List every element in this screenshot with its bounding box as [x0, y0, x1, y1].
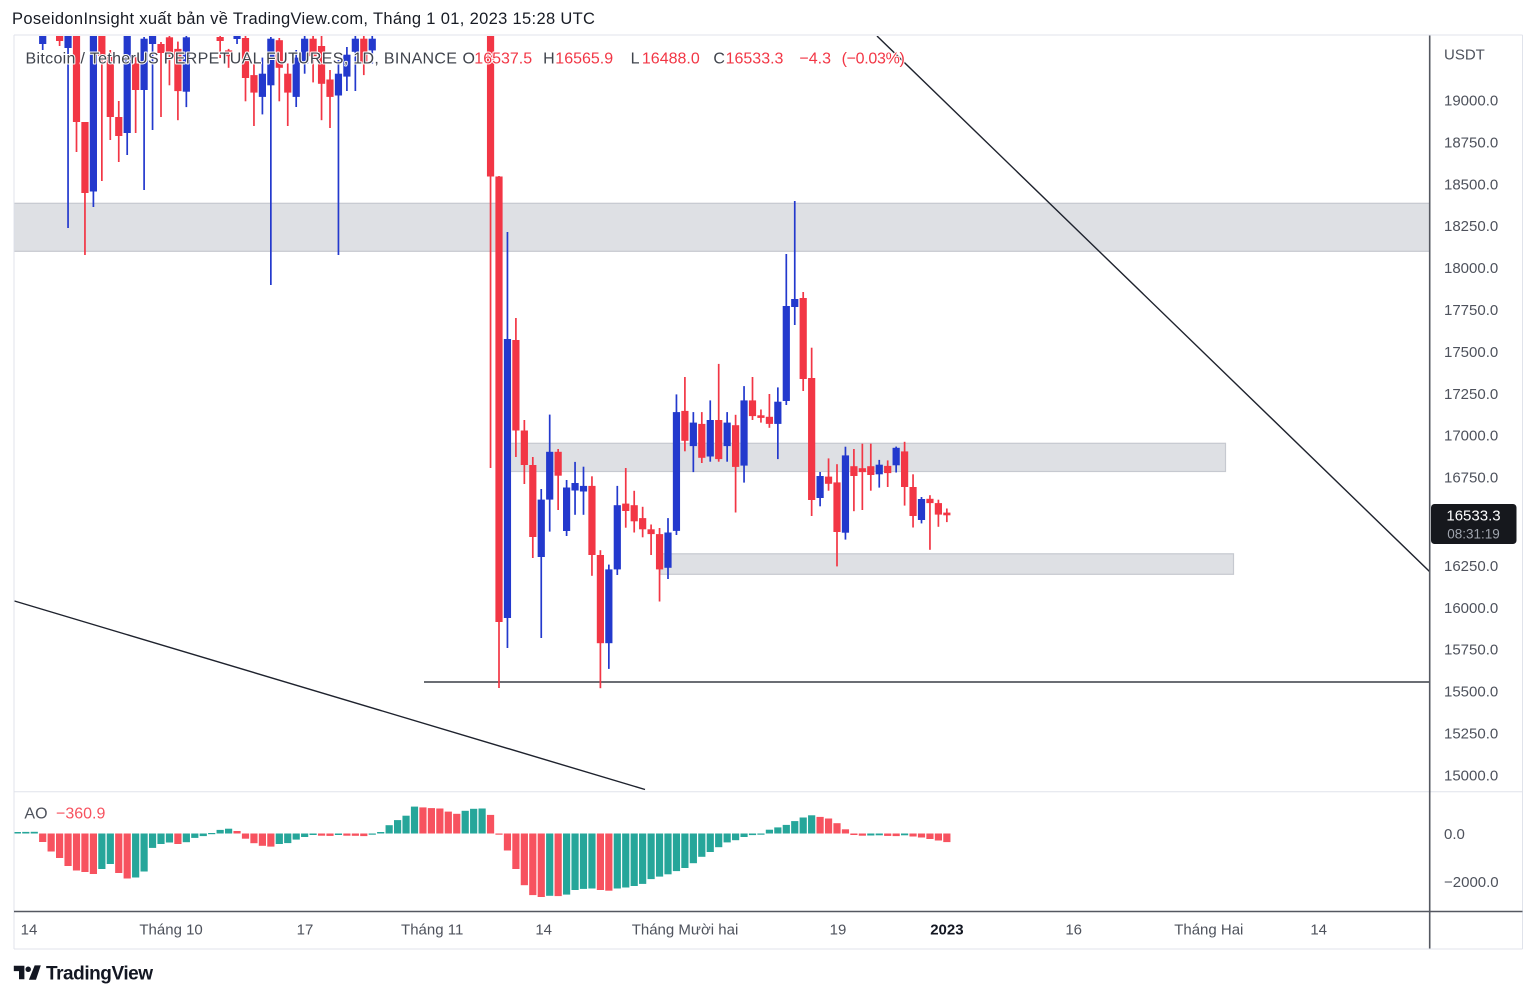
svg-text:14: 14: [535, 922, 552, 939]
svg-text:−360.9: −360.9: [56, 806, 105, 823]
svg-text:15000.0: 15000.0: [1444, 767, 1498, 784]
svg-text:16750.0: 16750.0: [1444, 470, 1498, 487]
svg-text:14: 14: [21, 922, 38, 939]
svg-text:17250.0: 17250.0: [1444, 386, 1498, 403]
svg-text:USDT: USDT: [1444, 47, 1485, 64]
svg-text:17750.0: 17750.0: [1444, 302, 1498, 319]
svg-text:(−0.03%): (−0.03%): [842, 51, 905, 68]
svg-text:16533.3: 16533.3: [726, 51, 784, 68]
svg-text:H: H: [543, 51, 555, 68]
svg-text:Tháng 11: Tháng 11: [401, 922, 463, 939]
svg-text:18000.0: 18000.0: [1444, 260, 1498, 277]
svg-text:Bitcoin / TetherUS PERPETUAL F: Bitcoin / TetherUS PERPETUAL FUTURES, 1D…: [26, 51, 458, 68]
svg-text:19000.0: 19000.0: [1444, 93, 1498, 110]
svg-text:Tháng 10: Tháng 10: [139, 922, 202, 939]
svg-text:15500.0: 15500.0: [1444, 684, 1498, 701]
svg-text:C: C: [713, 51, 725, 68]
svg-text:L: L: [631, 51, 640, 68]
svg-text:0.0: 0.0: [1444, 826, 1465, 843]
svg-text:−2000.0: −2000.0: [1444, 874, 1499, 891]
svg-text:16000.0: 16000.0: [1444, 600, 1498, 617]
svg-text:O: O: [463, 51, 475, 68]
svg-text:14: 14: [1310, 922, 1327, 939]
svg-text:15250.0: 15250.0: [1444, 726, 1498, 743]
svg-text:16250.0: 16250.0: [1444, 558, 1498, 575]
svg-text:15750.0: 15750.0: [1444, 642, 1498, 659]
svg-text:16488.0: 16488.0: [642, 51, 700, 68]
svg-text:18250.0: 18250.0: [1444, 218, 1498, 235]
svg-text:Tháng Mười hai: Tháng Mười hai: [632, 922, 739, 939]
svg-text:17000.0: 17000.0: [1444, 428, 1498, 445]
svg-text:17500.0: 17500.0: [1444, 344, 1498, 361]
svg-text:19: 19: [830, 922, 847, 939]
svg-text:08:31:19: 08:31:19: [1447, 527, 1500, 542]
svg-text:16533.3: 16533.3: [1446, 508, 1500, 525]
svg-text:18500.0: 18500.0: [1444, 176, 1498, 193]
svg-text:AO: AO: [24, 806, 47, 823]
svg-text:−4.3: −4.3: [799, 51, 831, 68]
svg-text:16565.9: 16565.9: [555, 51, 613, 68]
svg-text:16537.5: 16537.5: [474, 51, 532, 68]
svg-text:17: 17: [297, 922, 314, 939]
svg-text:2023: 2023: [930, 922, 963, 939]
svg-text:16: 16: [1065, 922, 1082, 939]
svg-text:TradingView: TradingView: [46, 964, 153, 985]
svg-text:18750.0: 18750.0: [1444, 134, 1498, 151]
svg-text:Tháng Hai: Tháng Hai: [1174, 922, 1243, 939]
